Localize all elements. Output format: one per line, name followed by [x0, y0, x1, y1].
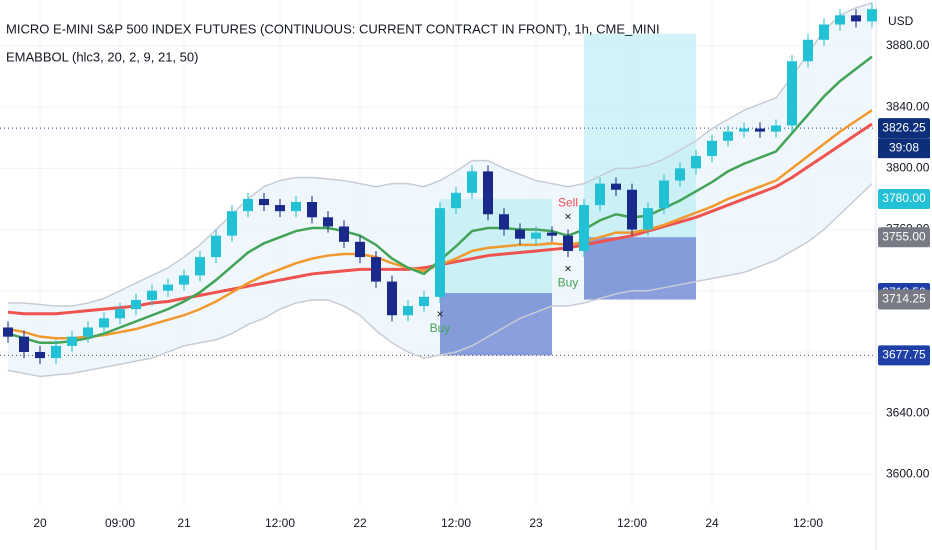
candle-body [355, 241, 365, 258]
candle-body [643, 208, 653, 230]
candle-body [803, 39, 813, 62]
candle-body [83, 327, 93, 337]
candle-body [467, 171, 477, 193]
candle-body [451, 192, 461, 209]
x-tick-label: 23 [529, 516, 543, 530]
candle-body [275, 205, 285, 212]
signal-label: Sell [558, 196, 578, 210]
candle-body [131, 299, 141, 310]
price-badge-label: 3780.00 [882, 191, 926, 205]
price-badge [878, 227, 930, 248]
signal-marker: × [564, 210, 571, 224]
candle-body [51, 345, 61, 359]
countdown: 39:08 [889, 140, 919, 154]
candle-body [595, 183, 605, 206]
plot: ×Buy×Sell×Buy [0, 0, 877, 505]
countdown-bg [878, 138, 930, 159]
x-tick-label: 20 [33, 516, 47, 530]
y-tick-label: 3840.00 [886, 99, 930, 113]
price-badge [878, 188, 930, 209]
candle-body [99, 318, 109, 328]
price-badge-label: 3755.00 [882, 229, 926, 243]
candle-body [339, 226, 349, 242]
candle-body [547, 232, 557, 236]
candle-body [835, 15, 845, 25]
candle-body [147, 290, 157, 300]
indicator-label: EMABBOL (hlc3, 20, 2, 9, 21, 50) [6, 49, 198, 64]
x-tick-label: 12:00 [617, 516, 647, 530]
candle-body [307, 202, 317, 218]
candle-body [387, 281, 397, 316]
candle-body [707, 140, 717, 157]
candle-body [659, 180, 669, 209]
chart-title: MICRO E-MINI S&P 500 INDEX FUTURES (CONT… [6, 21, 660, 36]
band-line [7, 183, 873, 378]
band-line [8, 2, 873, 307]
candle-body [627, 189, 637, 230]
candle-body [3, 327, 13, 337]
x-tick-label: 09:00 [105, 516, 135, 530]
candle-body [531, 232, 541, 239]
y-tick-label: 3640.00 [886, 405, 930, 419]
candle-body [243, 198, 253, 212]
candle-body [771, 125, 781, 132]
price-axis: USD3826.2539:083780.003755.003718.503714… [878, 14, 930, 366]
candle-body [115, 309, 125, 319]
candle-body [563, 235, 573, 251]
candle-body [195, 257, 205, 276]
price-badge [878, 289, 930, 310]
candle-body [435, 208, 445, 297]
x-tick-label: 12:00 [265, 516, 295, 530]
candle-body [179, 275, 189, 285]
candle-body [403, 306, 413, 316]
candle-body [691, 156, 701, 169]
candle-body [787, 61, 797, 126]
y-tick-label: 3880.00 [886, 38, 930, 52]
stop-zone [440, 293, 552, 356]
candle-body [67, 336, 77, 346]
candle-body [291, 202, 301, 212]
price-badge-label: 3677.75 [882, 348, 926, 362]
price-badge-label: 3826.25 [882, 120, 926, 134]
candle-body [227, 211, 237, 236]
candle-body [867, 9, 877, 22]
candle-body [163, 284, 173, 291]
candle-body [579, 205, 589, 251]
candle-body [419, 296, 429, 307]
candle-body [35, 351, 45, 359]
candle-body [723, 131, 733, 141]
signal-marker: × [564, 261, 571, 275]
price-badge [878, 118, 930, 139]
y-tick-label: 3600.00 [886, 467, 930, 481]
price-badge [878, 345, 930, 366]
x-tick-label: 24 [705, 516, 719, 530]
y-tick-label: 3800.00 [886, 161, 930, 175]
target-zone [584, 33, 696, 238]
currency: USD [888, 14, 914, 28]
candle-body [499, 214, 509, 230]
candle-body [755, 128, 765, 132]
candle-body [259, 198, 269, 206]
candle-body [851, 15, 861, 22]
candle-body [211, 235, 221, 258]
x-tick-label: 21 [177, 516, 191, 530]
candle-body [515, 229, 525, 239]
candle-body [819, 24, 829, 40]
signal-label: Buy [558, 275, 579, 289]
x-tick-label: 12:00 [441, 516, 471, 530]
candle-body [611, 183, 621, 190]
x-tick-label: 22 [353, 516, 367, 530]
candle-body [675, 168, 685, 181]
candle-body [323, 217, 333, 227]
candle-body [739, 128, 749, 132]
candle-body [19, 336, 29, 352]
x-tick-label: 12:00 [793, 516, 823, 530]
signal-marker: × [436, 307, 443, 321]
candle-body [483, 171, 493, 215]
signal-label: Buy [430, 321, 451, 335]
stop-zone [584, 237, 696, 300]
candle-body [371, 257, 381, 282]
price-badge-label: 3714.25 [882, 292, 926, 306]
